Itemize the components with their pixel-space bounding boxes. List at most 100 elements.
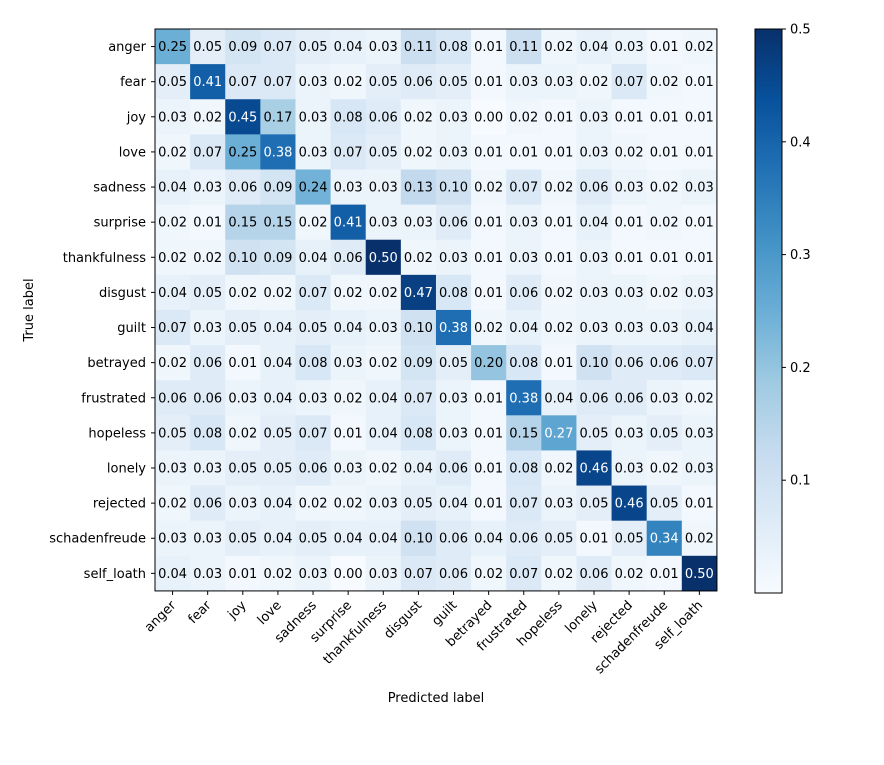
cell-value-label: 0.06 bbox=[369, 110, 398, 125]
cell-value-label: 0.02 bbox=[158, 497, 187, 512]
heatmap-cell bbox=[260, 99, 296, 135]
heatmap-cell bbox=[155, 450, 191, 486]
cell-value-label: 0.02 bbox=[228, 286, 257, 301]
cell-value-label: 0.02 bbox=[685, 391, 714, 406]
heatmap-cell bbox=[330, 29, 367, 65]
cell-value-label: 0.02 bbox=[650, 462, 679, 477]
heatmap-cell bbox=[541, 64, 577, 100]
heatmap-cell bbox=[471, 64, 507, 100]
heatmap-cell bbox=[190, 169, 226, 205]
heatmap-cell bbox=[365, 64, 402, 100]
heatmap-cell bbox=[295, 169, 331, 205]
cell-value-label: 0.02 bbox=[544, 321, 573, 336]
cell-value-label: 0.03 bbox=[158, 462, 187, 477]
cell-value-label: 0.02 bbox=[544, 40, 573, 55]
cell-value-label: 0.07 bbox=[334, 145, 363, 160]
heatmap-cell bbox=[295, 239, 331, 276]
heatmap-cell bbox=[190, 134, 226, 170]
heatmap-cell bbox=[611, 450, 648, 486]
heatmap-cell bbox=[471, 485, 507, 522]
cell-value-label: 0.00 bbox=[334, 567, 363, 582]
cell-value-label: 0.02 bbox=[544, 462, 573, 477]
cell-value-label: 0.03 bbox=[439, 251, 468, 266]
cell-value-label: 0.06 bbox=[193, 391, 222, 406]
heatmap-cell bbox=[435, 450, 472, 486]
cell-value-label: 0.03 bbox=[299, 567, 328, 582]
heatmap-cell bbox=[611, 204, 648, 241]
heatmap-cell bbox=[260, 309, 296, 346]
heatmap-cell bbox=[611, 380, 648, 416]
cell-value-label: 0.01 bbox=[615, 251, 644, 266]
heatmap-cell bbox=[190, 380, 226, 416]
heatmap-cell bbox=[190, 64, 226, 100]
cell-value-label: 0.03 bbox=[685, 286, 714, 301]
cell-value-label: 0.01 bbox=[685, 497, 714, 512]
cell-value-label: 0.03 bbox=[369, 181, 398, 196]
heatmap-cell bbox=[576, 99, 612, 135]
cell-value-label: 0.05 bbox=[650, 497, 679, 512]
cell-value-label: 0.03 bbox=[650, 321, 679, 336]
heatmap-cell bbox=[330, 520, 367, 557]
cell-value-label: 0.06 bbox=[439, 216, 468, 231]
heatmap-cell bbox=[576, 169, 612, 205]
cell-value-label: 0.10 bbox=[439, 181, 468, 196]
heatmap-cell bbox=[471, 169, 507, 205]
cell-value-label: 0.03 bbox=[193, 532, 222, 547]
cell-value-label: 0.08 bbox=[439, 286, 468, 301]
cell-value-label: 0.07 bbox=[404, 391, 433, 406]
heatmap-cell bbox=[260, 134, 296, 170]
heatmap-cell bbox=[681, 345, 718, 381]
cell-value-label: 0.15 bbox=[509, 426, 538, 441]
cell-value-label: 0.04 bbox=[369, 426, 398, 441]
cell-value-label: 0.08 bbox=[334, 110, 363, 125]
heatmap-cell bbox=[400, 520, 437, 557]
cell-value-label: 0.03 bbox=[580, 110, 609, 125]
cell-value-label: 0.05 bbox=[299, 532, 328, 547]
heatmap-cell bbox=[400, 380, 437, 416]
heatmap-cell bbox=[330, 485, 367, 522]
heatmap-cell bbox=[260, 485, 296, 522]
cell-value-label: 0.01 bbox=[544, 356, 573, 371]
cell-value-label: 0.03 bbox=[158, 110, 187, 125]
heatmap-cell bbox=[225, 99, 261, 135]
cell-value-label: 0.03 bbox=[685, 181, 714, 196]
heatmap-cell bbox=[155, 29, 191, 65]
heatmap-cell bbox=[646, 64, 683, 100]
cell-value-label: 0.01 bbox=[685, 110, 714, 125]
cell-value-label: 0.06 bbox=[193, 497, 222, 512]
cell-value-label: 0.03 bbox=[509, 75, 538, 90]
cell-value-label: 0.05 bbox=[369, 75, 398, 90]
x-tick-label: disgust bbox=[381, 598, 425, 642]
heatmap-cell bbox=[681, 520, 718, 557]
heatmap-cell bbox=[225, 309, 261, 346]
cell-value-label: 0.38 bbox=[509, 391, 538, 406]
cell-value-label: 0.07 bbox=[193, 145, 222, 160]
heatmap-cell bbox=[576, 520, 612, 557]
cell-value-label: 0.03 bbox=[369, 40, 398, 55]
heatmap-cell bbox=[155, 274, 191, 311]
heatmap-cell bbox=[295, 204, 331, 241]
heatmap-cell bbox=[435, 64, 472, 100]
heatmap-cell bbox=[541, 99, 577, 135]
cell-value-label: 0.04 bbox=[369, 391, 398, 406]
cell-value-label: 0.03 bbox=[193, 321, 222, 336]
heatmap-cell bbox=[646, 485, 683, 522]
x-tick-label: fear bbox=[186, 598, 215, 627]
cell-value-label: 0.02 bbox=[474, 567, 503, 582]
cell-value-label: 0.02 bbox=[615, 567, 644, 582]
heatmap-cell bbox=[155, 415, 191, 451]
heatmap-cell bbox=[646, 415, 683, 451]
heatmap-cell bbox=[260, 380, 296, 416]
heatmap-cell bbox=[681, 415, 718, 451]
cell-value-label: 0.04 bbox=[299, 251, 328, 266]
colorbar-tick-label: 0.4 bbox=[790, 135, 811, 150]
heatmap-cell bbox=[260, 450, 296, 486]
heatmap-cell bbox=[365, 239, 402, 276]
cell-value-label: 0.03 bbox=[685, 426, 714, 441]
heatmap-cell bbox=[260, 415, 296, 451]
heatmap-cell bbox=[646, 204, 683, 241]
heatmap-cell bbox=[330, 309, 367, 346]
heatmap-cell bbox=[330, 64, 367, 100]
cell-value-label: 0.05 bbox=[650, 426, 679, 441]
cell-value-label: 0.01 bbox=[544, 145, 573, 160]
